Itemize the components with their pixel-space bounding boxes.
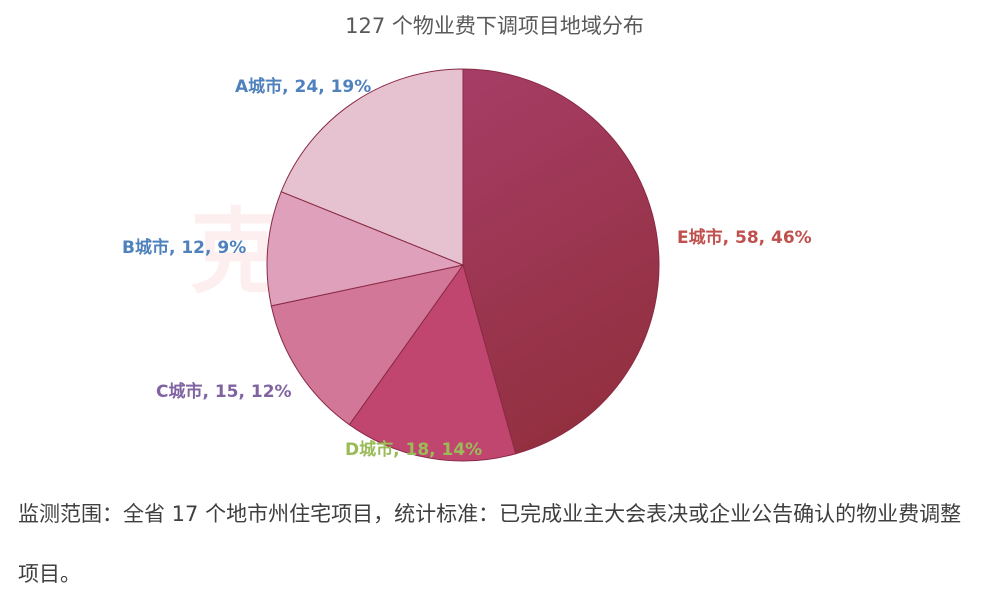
pie-slice-a xyxy=(280,68,464,266)
slice-label-b: B城市, 12, 9% xyxy=(122,237,246,258)
pie-labels: E城市, 58, 46% D城市, 18, 14% C城市, 15, 12% B城市,… xyxy=(122,76,812,460)
slice-label-c: C城市, 15, 12% xyxy=(156,381,292,402)
pie-slice-e xyxy=(462,68,660,455)
pie-slice-b xyxy=(266,191,465,307)
pie-slices xyxy=(266,68,660,462)
slice-label-e: E城市, 58, 46% xyxy=(677,227,812,248)
pie-slice-d xyxy=(348,263,517,462)
pie-slice-c xyxy=(270,264,465,426)
pie-chart: E城市, 58, 46% D城市, 18, 14% C城市, 15, 12% B城市,… xyxy=(122,68,812,462)
caption-text: 监测范围：全省 17 个地市州住宅项目，统计标准：已完成业主大会表决或企业公告确… xyxy=(18,502,962,586)
chart-title: 127 个物业费下调项目地域分布 xyxy=(345,14,644,38)
slice-label-a: A城市, 24, 19% xyxy=(235,76,371,97)
slice-label-d: D城市, 18, 14% xyxy=(345,439,482,460)
